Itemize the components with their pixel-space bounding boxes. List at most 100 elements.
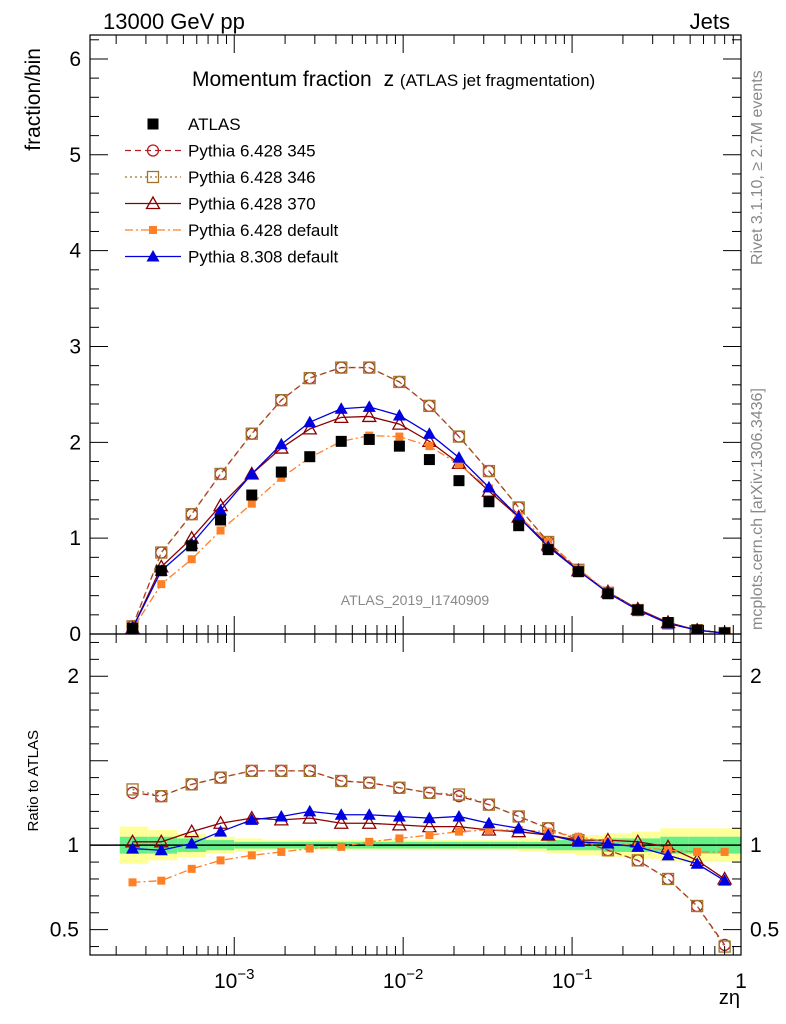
ratio-point xyxy=(185,778,198,791)
ratio-point xyxy=(690,899,704,913)
reference-series xyxy=(127,433,731,634)
analysis-label: ATLAS_2019_I1740909 xyxy=(341,592,490,608)
series-point xyxy=(361,408,377,423)
ratio-point xyxy=(631,840,645,852)
ratio-point xyxy=(214,771,227,784)
legend-item-series: Pythia 6.428 345 xyxy=(125,142,316,161)
series-point xyxy=(482,464,496,478)
reference-point xyxy=(335,435,347,447)
ratio-point xyxy=(187,864,196,873)
ratio-point xyxy=(392,809,406,822)
ratio-point xyxy=(216,856,225,865)
series-point xyxy=(303,371,316,385)
ratio-point xyxy=(720,847,729,856)
legend-label: Pythia 6.428 346 xyxy=(188,168,316,187)
x-tick-label: 1 xyxy=(735,970,747,993)
ratio-point xyxy=(335,774,348,788)
ratio-point xyxy=(334,808,348,820)
series-point xyxy=(303,371,316,385)
ratio-y-axis-title: Ratio to ATLAS xyxy=(25,730,42,831)
reference-point xyxy=(186,540,198,552)
ratio-y-tick-label-right: 0.5 xyxy=(750,919,779,942)
ratio-point xyxy=(302,810,318,824)
ratio-point xyxy=(422,811,436,824)
legend-marker xyxy=(146,144,160,157)
series-point xyxy=(245,467,259,479)
series-point xyxy=(395,432,404,441)
ratio-point xyxy=(303,804,317,817)
ratio-point xyxy=(337,842,346,851)
reference-point xyxy=(393,440,405,452)
ratio-point xyxy=(126,842,140,854)
ratio-point xyxy=(512,810,525,823)
main-y-tick-label: 2 xyxy=(69,431,81,454)
ratio-y-tick-label-left: 2 xyxy=(67,665,79,688)
legend-label: Pythia 6.428 345 xyxy=(188,142,316,161)
ratio-y-tick-label-right: 2 xyxy=(750,665,762,688)
ratio-y-tick-label-left: 0.5 xyxy=(50,919,79,942)
series-point xyxy=(422,427,436,439)
reference-point xyxy=(513,520,525,532)
source-label: mcplots.cern.ch [arXiv:1306.3436] xyxy=(749,388,766,630)
series-point xyxy=(333,409,349,424)
ratio-point xyxy=(454,827,463,836)
ratio-point xyxy=(361,815,377,829)
ratio-point xyxy=(362,808,376,820)
ratio-series-4 xyxy=(126,804,732,886)
ratio-point xyxy=(571,835,585,847)
series-point xyxy=(245,427,258,440)
ratio-point xyxy=(184,823,200,838)
ratio-point xyxy=(128,878,137,887)
chart-title-suffix: (ATLAS jet fragmentation) xyxy=(400,71,595,90)
reference-point xyxy=(215,514,227,526)
main-y-tick-label: 0 xyxy=(69,623,81,646)
y-axis-title: fraction/bin xyxy=(22,48,45,151)
ratio-point xyxy=(245,764,258,777)
series-point xyxy=(425,442,434,451)
ratio-point xyxy=(214,825,228,837)
series-point xyxy=(335,361,348,374)
chart-title-var: z xyxy=(384,68,395,91)
legend-marker-reference xyxy=(147,118,159,130)
reference-point xyxy=(453,475,465,487)
series-point xyxy=(454,460,463,469)
chart-title-main: Momentum fraction xyxy=(192,68,372,91)
legend-marker xyxy=(146,170,160,184)
legend-label: Pythia 6.428 370 xyxy=(188,195,316,214)
main-y-tick-label: 4 xyxy=(69,240,81,263)
main-y-tick-label: 6 xyxy=(69,48,81,71)
ratio-point xyxy=(690,899,704,913)
ratio-point xyxy=(484,825,493,834)
legend-item-series: Pythia 6.428 370 xyxy=(125,195,316,214)
ratio-point xyxy=(363,776,376,789)
ratio-point xyxy=(275,764,288,777)
ratio-point xyxy=(185,836,199,849)
ratio-point xyxy=(661,848,675,861)
ratio-point xyxy=(126,783,139,796)
series-point xyxy=(187,555,196,564)
main-y-tick-label: 1 xyxy=(69,527,81,550)
legend-label: Pythia 8.308 default xyxy=(188,248,339,267)
reference-point xyxy=(632,604,644,616)
series-point xyxy=(155,546,168,559)
main-y-tick-label: 3 xyxy=(69,335,81,358)
ratio-point xyxy=(277,847,286,856)
ratio-point xyxy=(631,854,644,867)
series-point xyxy=(392,408,406,421)
x-tick-label-exp: −3 xyxy=(237,966,254,983)
x-tick-label-base: 10 xyxy=(214,970,237,993)
ratio-point xyxy=(452,809,466,822)
reference-point xyxy=(602,588,614,600)
series-point xyxy=(452,451,466,463)
legend-marker xyxy=(149,226,157,234)
x-axis-title: zη xyxy=(719,987,740,1009)
reference-point xyxy=(542,544,554,556)
series-point xyxy=(157,580,166,589)
series-point xyxy=(214,503,228,516)
series-point xyxy=(391,416,408,430)
ratio-point xyxy=(718,874,732,886)
ratio-point xyxy=(395,834,404,843)
reference-point xyxy=(423,454,435,466)
legend-item-series: Pythia 6.428 default xyxy=(125,221,339,240)
x-tick-label-base: 1 xyxy=(735,970,747,993)
